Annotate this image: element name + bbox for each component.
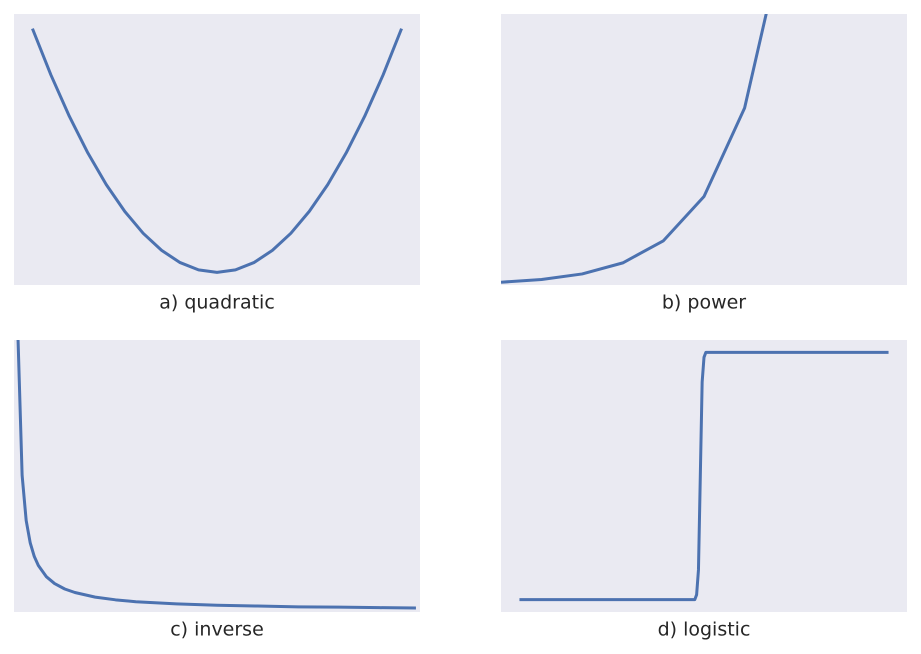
subplot: b) power [501, 14, 907, 314]
plot-area [501, 14, 907, 285]
subplot-title: a) quadratic [159, 292, 275, 314]
plot-area [14, 340, 420, 612]
subplot-title: b) power [662, 292, 746, 314]
plot-area [14, 14, 420, 285]
line [31, 28, 403, 274]
subplot: a) quadratic [14, 14, 420, 314]
subplot: c) inverse [14, 340, 420, 641]
line [16, 340, 416, 610]
plot-area [501, 340, 907, 612]
subplot-title: d) logistic [658, 619, 751, 641]
subplot-title: c) inverse [170, 619, 264, 641]
line [501, 14, 768, 284]
line [519, 350, 889, 602]
subplot: d) logistic [501, 340, 907, 641]
